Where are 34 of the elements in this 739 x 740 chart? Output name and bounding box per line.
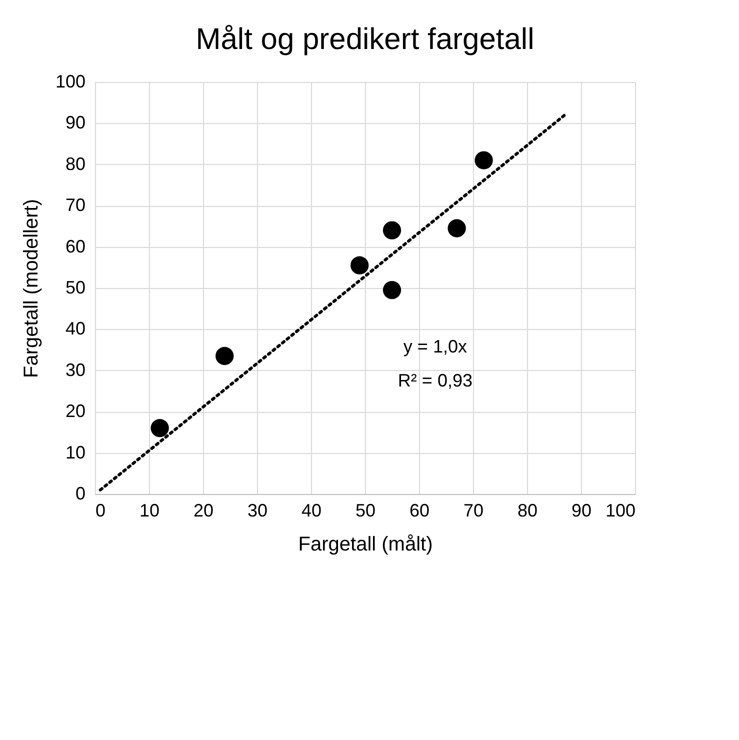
x-tick-label: 60 — [409, 500, 430, 520]
y-tick-label: 100 — [55, 72, 86, 92]
point — [474, 151, 493, 170]
annotation: y = 1,0x — [403, 336, 467, 357]
y-tick-label: 0 — [75, 484, 86, 504]
point — [150, 419, 169, 438]
x-tick-label: 10 — [139, 500, 160, 520]
y-tick-label: 40 — [65, 318, 86, 339]
x-tick-label: 20 — [193, 500, 214, 520]
x-tick-label: 100 — [605, 500, 636, 520]
point — [382, 221, 402, 240]
y-tick-label: 10 — [65, 442, 86, 462]
y-tick-label: 20 — [65, 401, 86, 422]
x-tick-label: 0 — [96, 500, 106, 520]
point — [448, 219, 466, 238]
y-tick-label: 90 — [65, 112, 86, 133]
y-tick-label: 80 — [65, 154, 86, 174]
y-tick-label: 60 — [65, 236, 86, 256]
y-tick-label: 30 — [65, 360, 86, 380]
y-axis-title: Fargetall (modellert) — [20, 199, 42, 378]
x-tick-label: 70 — [463, 500, 484, 520]
y-tick-label: 70 — [65, 195, 86, 216]
annotation: R² = 0,93 — [398, 370, 472, 391]
x-tick-label: 30 — [247, 500, 268, 520]
y-tick-label: 50 — [65, 278, 86, 298]
x-axis-title: Fargetall (målt) — [298, 534, 433, 556]
x-tick-label: 50 — [355, 500, 376, 520]
point — [216, 346, 234, 366]
x-tick-label: 90 — [571, 500, 592, 520]
point — [382, 280, 402, 300]
chart-title: Målt og predikert fargetall — [196, 23, 534, 56]
point — [350, 256, 369, 274]
x-tick-label: 40 — [301, 500, 322, 520]
x-tick-label: 80 — [517, 500, 538, 520]
